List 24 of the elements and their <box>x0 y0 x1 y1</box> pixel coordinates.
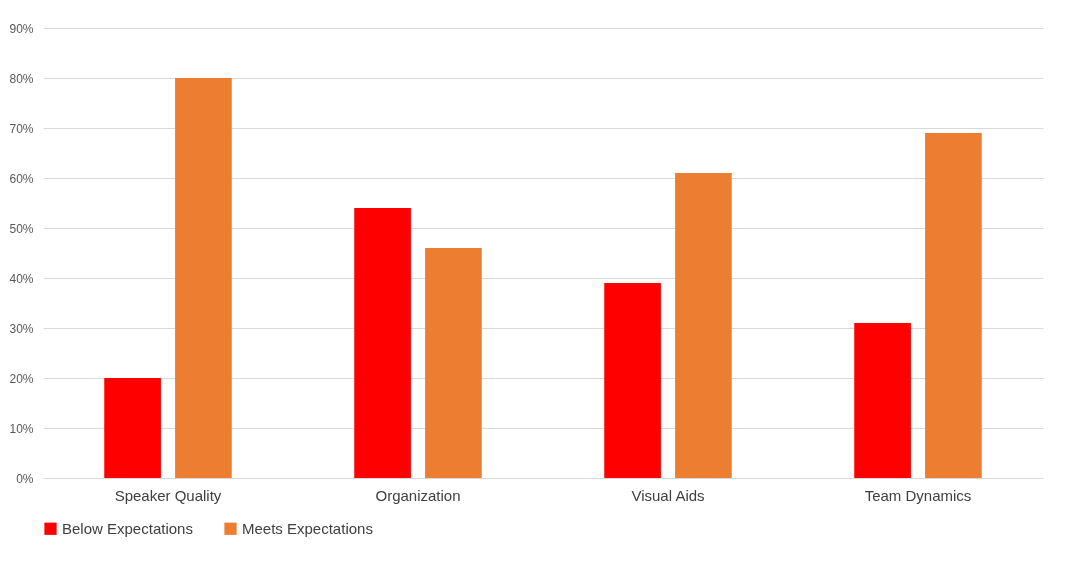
x-tick-label: Speaker Quality <box>114 486 222 504</box>
x-tick-label: Team Dynamics <box>864 486 972 504</box>
y-tick-label: 40% <box>9 271 34 286</box>
bar <box>104 378 161 478</box>
x-tick-label: Visual Aids <box>631 486 705 504</box>
bar <box>354 208 411 478</box>
legend-label: Below Expectations <box>62 519 193 537</box>
legend-label: Meets Expectations <box>242 519 373 537</box>
x-tick-label: Organization <box>375 486 461 504</box>
bar <box>925 133 982 478</box>
y-tick-label: 50% <box>9 221 34 236</box>
bar <box>675 173 732 478</box>
bar <box>175 78 232 478</box>
bar <box>425 248 482 478</box>
y-tick-label: 10% <box>9 421 34 436</box>
y-tick-label: 90% <box>9 21 34 36</box>
y-tick-label: 80% <box>9 71 34 86</box>
bar <box>854 323 911 478</box>
bar <box>604 283 661 478</box>
y-tick-label: 0% <box>16 471 34 486</box>
y-tick-label: 60% <box>9 171 34 186</box>
y-tick-label: 70% <box>9 121 34 136</box>
y-tick-label: 20% <box>9 371 34 386</box>
y-tick-label: 30% <box>9 321 34 336</box>
